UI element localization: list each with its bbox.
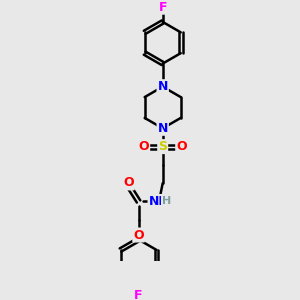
Text: F: F: [134, 290, 143, 300]
Text: O: O: [139, 140, 149, 153]
Text: N: N: [158, 122, 168, 135]
Text: H: H: [162, 196, 171, 206]
Text: O: O: [133, 229, 144, 242]
Text: NH: NH: [148, 195, 169, 208]
Text: O: O: [123, 176, 134, 189]
Text: N: N: [158, 80, 168, 93]
Text: S: S: [158, 140, 167, 153]
Text: O: O: [176, 140, 187, 153]
Text: F: F: [158, 1, 167, 14]
